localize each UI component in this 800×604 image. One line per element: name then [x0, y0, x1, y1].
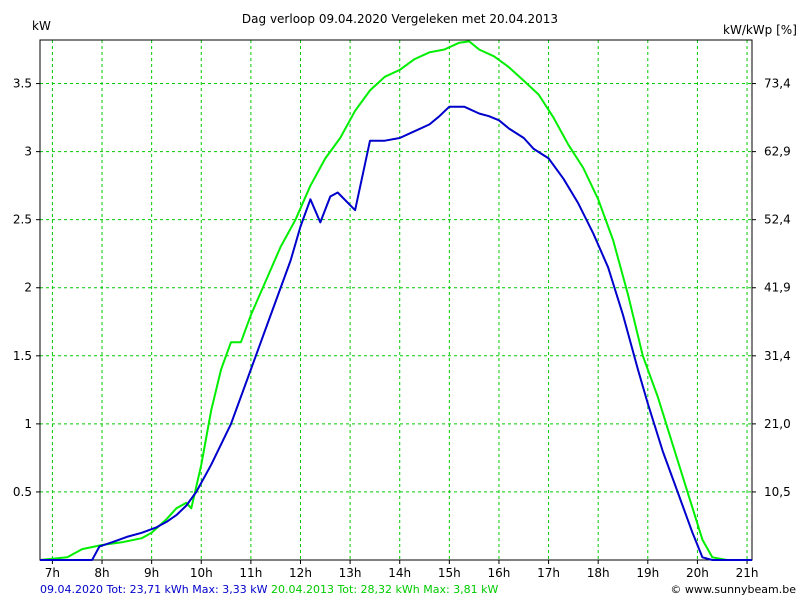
y-right-tick-label: 41,9	[764, 281, 791, 295]
series-line-1	[40, 105, 752, 561]
chart-footer: 09.04.2020 Tot: 23,71 kWh Max: 3,33 kW 2…	[40, 583, 796, 596]
series-line-2	[39, 40, 752, 561]
x-tick-label: 11h	[239, 566, 262, 580]
plot-frame	[39, 39, 753, 561]
y-right-tick-label: 52,4	[764, 213, 791, 227]
axes	[36, 39, 756, 564]
y-left-tick-label: 2.5	[13, 213, 32, 227]
footer-series-2: 20.04.2013 Tot: 28,32 kWh Max: 3,81 kW	[270, 583, 499, 596]
credit-text: © www.sunnybeam.be	[670, 583, 796, 596]
chart-title: Dag verloop 09.04.2020 Vergeleken met 20…	[242, 12, 558, 26]
y-left-tick-label: 1.5	[13, 349, 32, 363]
x-tick-label: 18h	[587, 566, 610, 580]
x-tick-label: 14h	[388, 566, 411, 580]
y-left-tick-label: 1	[24, 417, 32, 431]
y-axis-right-label: kW/kWp [%]	[723, 23, 797, 37]
x-tick-label: 21h	[736, 566, 759, 580]
x-tick-label: 12h	[289, 566, 312, 580]
x-tick-label: 13h	[339, 566, 362, 580]
y-left-tick-label: 3.5	[13, 77, 32, 91]
grid	[40, 40, 752, 560]
x-tick-label: 7h	[45, 566, 60, 580]
y-left-tick-label: 3	[24, 145, 32, 159]
y-right-tick-label: 62,9	[764, 145, 791, 159]
y-axis-left-label: kW	[32, 19, 51, 33]
y-right-tick-label: 31,4	[764, 349, 791, 363]
x-tick-label: 17h	[537, 566, 560, 580]
y-left-tick-label: 2	[24, 281, 32, 295]
y-left-tick-label: 0.5	[13, 485, 32, 499]
x-tick-label: 19h	[636, 566, 659, 580]
footer-series-1: 09.04.2020 Tot: 23,71 kWh Max: 3,33 kW	[40, 583, 268, 596]
x-tick-label: 15h	[438, 566, 461, 580]
series-lines	[39, 40, 752, 561]
x-tick-label: 9h	[144, 566, 159, 580]
y-right-tick-label: 21,0	[764, 417, 791, 431]
tick-labels: 7h 8h 9h 10h 11h 12h 13h 14h 15h 16h 17h 18h 19h 20h 2…	[13, 77, 791, 580]
y-right-tick-label: 10,5	[764, 485, 791, 499]
x-tick-label: 8h	[94, 566, 109, 580]
y-right-tick-label: 73,4	[764, 77, 791, 91]
x-tick-label: 10h	[190, 566, 213, 580]
x-tick-label: 16h	[488, 566, 511, 580]
x-tick-label: 20h	[686, 566, 709, 580]
